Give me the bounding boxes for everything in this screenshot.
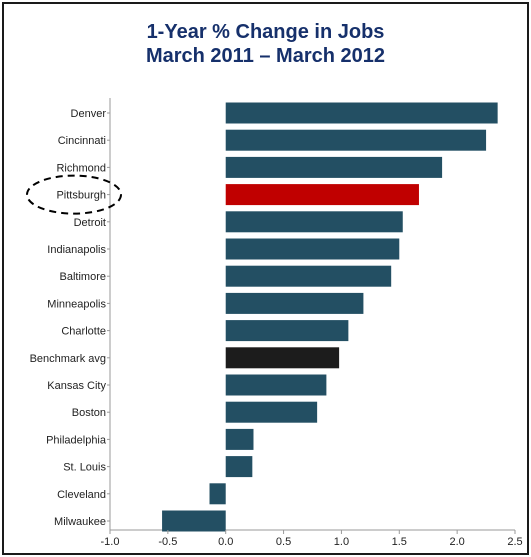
category-label-baltimore: Baltimore [60, 271, 106, 283]
bar-cincinnati [225, 129, 487, 151]
bar-indianapolis [225, 238, 400, 260]
chart-title: 1-Year % Change in Jobs [146, 21, 385, 43]
x-tick-label-1: -0.5 [158, 536, 177, 548]
bar-minneapolis [225, 292, 364, 314]
bar-chart: Denver Cincinnati Richmond Pittsburgh Detroi… [26, 98, 523, 548]
category-label-cleveland: Cleveland [57, 489, 106, 501]
category-label-pittsburgh: Pittsburgh [56, 190, 106, 202]
category-label-boston: Boston [72, 407, 106, 419]
bar-milwaukee [162, 510, 226, 532]
x-tick-label-7: 2.5 [507, 536, 522, 548]
bar-charlotte [225, 320, 349, 342]
bar-pittsburgh [225, 184, 419, 206]
x-tick-label-0: -1.0 [101, 536, 120, 548]
category-label-minneapolis: Minneapolis [47, 298, 106, 310]
bar-st-louis [225, 456, 253, 478]
bar-kansas-city [225, 374, 327, 396]
x-tick-label-2: 0.0 [218, 536, 233, 548]
x-tick-label-5: 1.5 [392, 536, 407, 548]
bar-denver [225, 102, 498, 124]
category-label-detroit: Detroit [74, 217, 106, 229]
x-tick-label-4: 1.0 [334, 536, 349, 548]
annotation-ellipse [26, 174, 122, 215]
category-label-philadelphia: Philadelphia [46, 434, 107, 446]
category-label-indianapolis: Indianapolis [47, 244, 106, 256]
bar-boston [225, 401, 318, 423]
x-tick-label-6: 2.0 [449, 536, 464, 548]
category-label-st-louis: St. Louis [63, 462, 106, 474]
bar-richmond [225, 156, 443, 178]
bar-detroit [225, 211, 403, 233]
category-label-kansas-city: Kansas City [47, 380, 106, 392]
chart-title-block: 1-Year % Change in Jobs March 2011 – Mar… [4, 20, 527, 68]
category-label-richmond: Richmond [56, 162, 106, 174]
category-label-cincinnati: Cincinnati [58, 135, 106, 147]
bar-cleveland [209, 483, 226, 505]
category-label-denver: Denver [71, 108, 107, 120]
chart-subtitle: March 2011 – March 2012 [145, 45, 386, 67]
category-label-charlotte: Charlotte [61, 326, 106, 338]
bar-benchmark-avg [225, 347, 340, 369]
x-tick-label-3: 0.5 [276, 536, 291, 548]
bar-philadelphia [225, 428, 254, 450]
bar-baltimore [225, 265, 392, 287]
category-label-milwaukee: Milwaukee [54, 516, 106, 528]
category-label-benchmark-avg: Benchmark avg [30, 353, 106, 365]
